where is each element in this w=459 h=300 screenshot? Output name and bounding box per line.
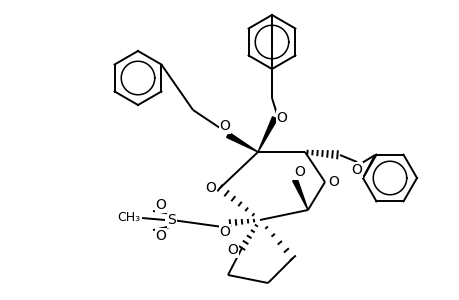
Text: O: O (351, 163, 362, 177)
Text: O: O (219, 225, 230, 239)
Text: O: O (155, 198, 166, 212)
Text: S: S (167, 213, 176, 227)
Text: O: O (155, 229, 166, 243)
Text: O: O (227, 243, 238, 257)
Text: O: O (219, 119, 230, 133)
Text: O: O (205, 181, 216, 195)
Text: O: O (328, 175, 339, 189)
Text: O: O (294, 165, 305, 179)
Text: CH₃: CH₃ (117, 212, 140, 224)
Polygon shape (292, 179, 308, 210)
Text: O: O (276, 111, 287, 125)
Polygon shape (226, 133, 257, 152)
Polygon shape (257, 117, 277, 152)
